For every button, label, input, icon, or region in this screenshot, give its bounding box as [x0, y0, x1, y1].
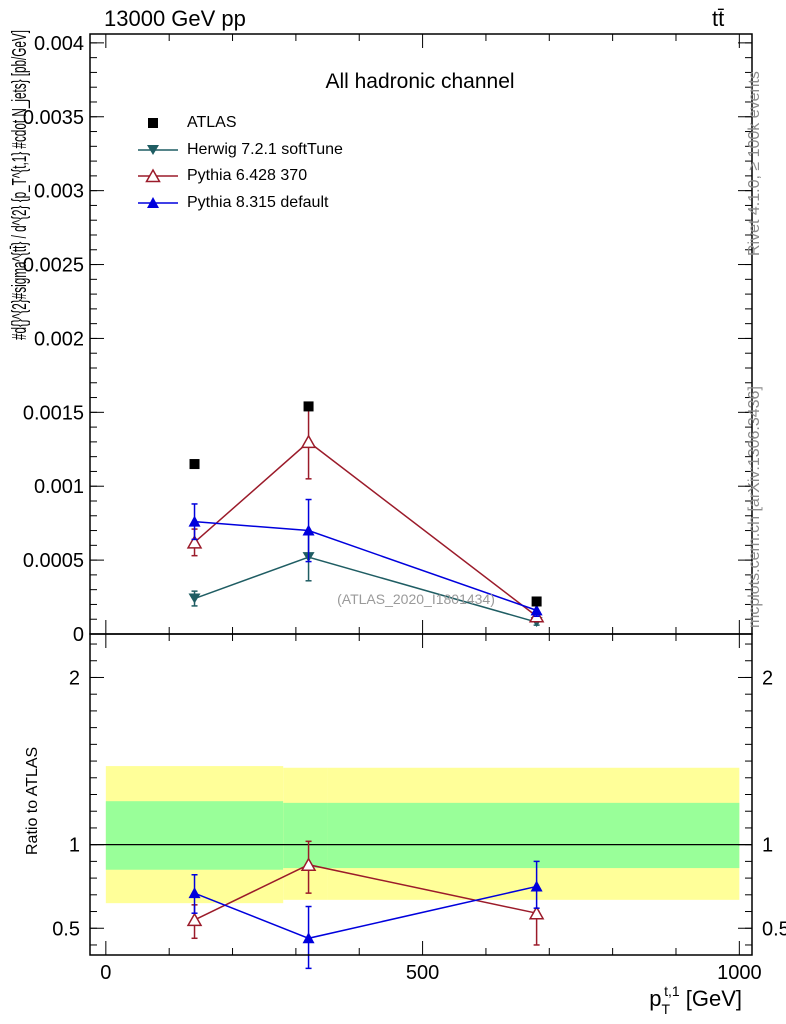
ratio-y-tick-label-right: 1: [762, 835, 773, 857]
ratio-point-pythia-6-428-370: [300, 857, 317, 871]
ratio-y-tick-label: 1: [69, 835, 80, 857]
legend-marker-atlas: [148, 118, 158, 128]
y-tick-label: 0: [73, 624, 84, 646]
y-tick-label: 0.0005: [23, 550, 84, 572]
ratio-y-axis-label: Ratio to ATLAS: [24, 747, 41, 855]
ratio-point-pythia-6-428-370: [528, 905, 545, 920]
y-tick-label: 0.004: [34, 33, 84, 55]
data-point-atlas: [303, 401, 314, 412]
analysis-watermark: (ATLAS_2020_I1801434): [337, 591, 495, 607]
chart-title: All hadronic channel: [325, 70, 514, 93]
data-point-atlas: [531, 596, 542, 607]
ratio-point-pythia-6-428-370: [186, 912, 203, 927]
y-tick-label: 0.0035: [23, 107, 84, 129]
ratio-y-tick-label-right: 0.5: [762, 918, 786, 940]
data-point-pythia-8-315-default: [530, 604, 543, 616]
legend-label: Pythia 6.428 370: [187, 167, 308, 184]
ratio-point-pythia-8-315-default: [530, 880, 543, 892]
ratio-panel: [90, 766, 752, 904]
legend-marker-pythia8: [138, 196, 178, 208]
mcplots-label: mcplots.cern.ch [arXiv:1306.3436]: [746, 386, 763, 628]
data-point-pythia-8-315-default: [302, 524, 315, 536]
data-point-pythia-8-315-default: [188, 515, 201, 527]
uncertainty-band-inner: [105, 801, 284, 870]
ratio-y-tick-label: 2: [69, 667, 80, 689]
data-point-pythia-6-428-370: [186, 534, 203, 549]
rivet-version-label: Rivet 4.1.0, ≥ 100k events: [746, 71, 763, 256]
legend-marker-pythia6: [138, 168, 178, 183]
data-point-herwig-7-2-1-softtune: [188, 593, 201, 604]
legend-marker-herwig: [138, 144, 178, 155]
y-tick-label: 0.0025: [23, 255, 84, 277]
chart-marks: [186, 401, 545, 970]
uncertainty-band-inner: [327, 802, 740, 869]
ratio-point-pythia-8-315-default: [188, 887, 201, 899]
ratio-y-tick-label: 0.5: [52, 918, 80, 940]
legend-label: ATLAS: [187, 114, 237, 131]
y-axis-label: #d{}^{2}#sigma^{tt̄} / d^{2} {p_T^{t,1} …: [9, 30, 31, 340]
y-tick-label: 0.002: [34, 328, 84, 350]
y-tick-label: 0.003: [34, 181, 84, 203]
axis-ticks: [90, 34, 752, 955]
legend-label: Pythia 8.315 default: [187, 193, 329, 211]
ratio-point-pythia-8-315-default: [302, 932, 315, 944]
x-tick-label: 0: [100, 962, 111, 984]
legend-label: Herwig 7.2.1 softTune: [187, 140, 343, 158]
x-tick-label: 500: [406, 962, 439, 984]
y-tick-label: 0.001: [34, 476, 84, 498]
x-tick-label: 1000: [717, 962, 762, 984]
process-label: tt̄: [712, 6, 725, 31]
series-line-herwig-7-2-1-softtune: [194, 556, 537, 623]
energy-label: 13000 GeV pp: [104, 6, 246, 31]
uncertainty-band-inner: [283, 802, 328, 869]
y-tick-label: 0.0015: [23, 402, 84, 424]
data-point-atlas: [189, 459, 200, 470]
x-axis-label: pTt,1 [GeV]: [649, 983, 742, 1017]
ratio-y-tick-label-right: 2: [762, 667, 773, 689]
axis-labels: 0 0.0005 0.001 0.0015 0.002 0.0025 0.003 0.0035…: [9, 30, 786, 1017]
data-point-pythia-6-428-370: [300, 434, 317, 449]
